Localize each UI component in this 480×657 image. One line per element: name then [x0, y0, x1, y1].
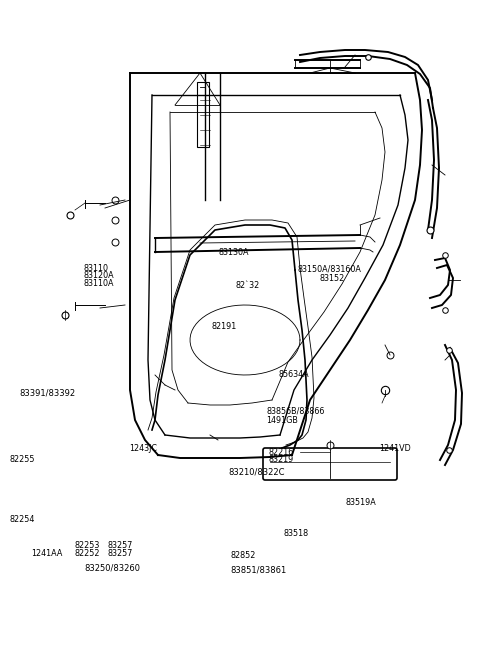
Text: 1243JC: 1243JC: [130, 443, 157, 453]
Text: 82852: 82852: [230, 551, 256, 560]
Text: 82`32: 82`32: [235, 281, 260, 290]
Text: 83130A: 83130A: [218, 248, 249, 258]
Text: 83250/83260: 83250/83260: [84, 564, 140, 573]
Text: 82191: 82191: [211, 322, 237, 331]
Text: 83219: 83219: [269, 455, 294, 464]
Text: 83110A: 83110A: [84, 279, 115, 288]
Text: 83518: 83518: [283, 529, 308, 538]
Text: 83210/8322C: 83210/8322C: [228, 467, 285, 476]
Text: 83257: 83257: [108, 549, 133, 558]
Text: 1241AA: 1241AA: [31, 549, 62, 558]
Text: 83120A: 83120A: [84, 271, 115, 281]
Text: 83257: 83257: [108, 541, 133, 550]
Text: 83150A/83160A: 83150A/83160A: [298, 265, 361, 274]
Text: 83519A: 83519A: [346, 498, 376, 507]
Text: 85634A: 85634A: [278, 370, 309, 379]
Text: 1491GB: 1491GB: [266, 416, 298, 425]
Text: 83391/83392: 83391/83392: [19, 388, 75, 397]
Text: 82253: 82253: [74, 541, 100, 550]
Text: 82216: 82216: [269, 447, 294, 457]
Text: 82252: 82252: [74, 549, 100, 558]
Text: 83851/83861: 83851/83861: [230, 566, 287, 575]
Text: 83856B/83866: 83856B/83866: [266, 406, 325, 415]
Text: 83110: 83110: [84, 263, 109, 273]
Text: 82255: 82255: [10, 455, 35, 464]
Text: 1241VD: 1241VD: [379, 443, 411, 453]
Text: 83152: 83152: [319, 274, 345, 283]
Text: 82254: 82254: [10, 514, 35, 524]
